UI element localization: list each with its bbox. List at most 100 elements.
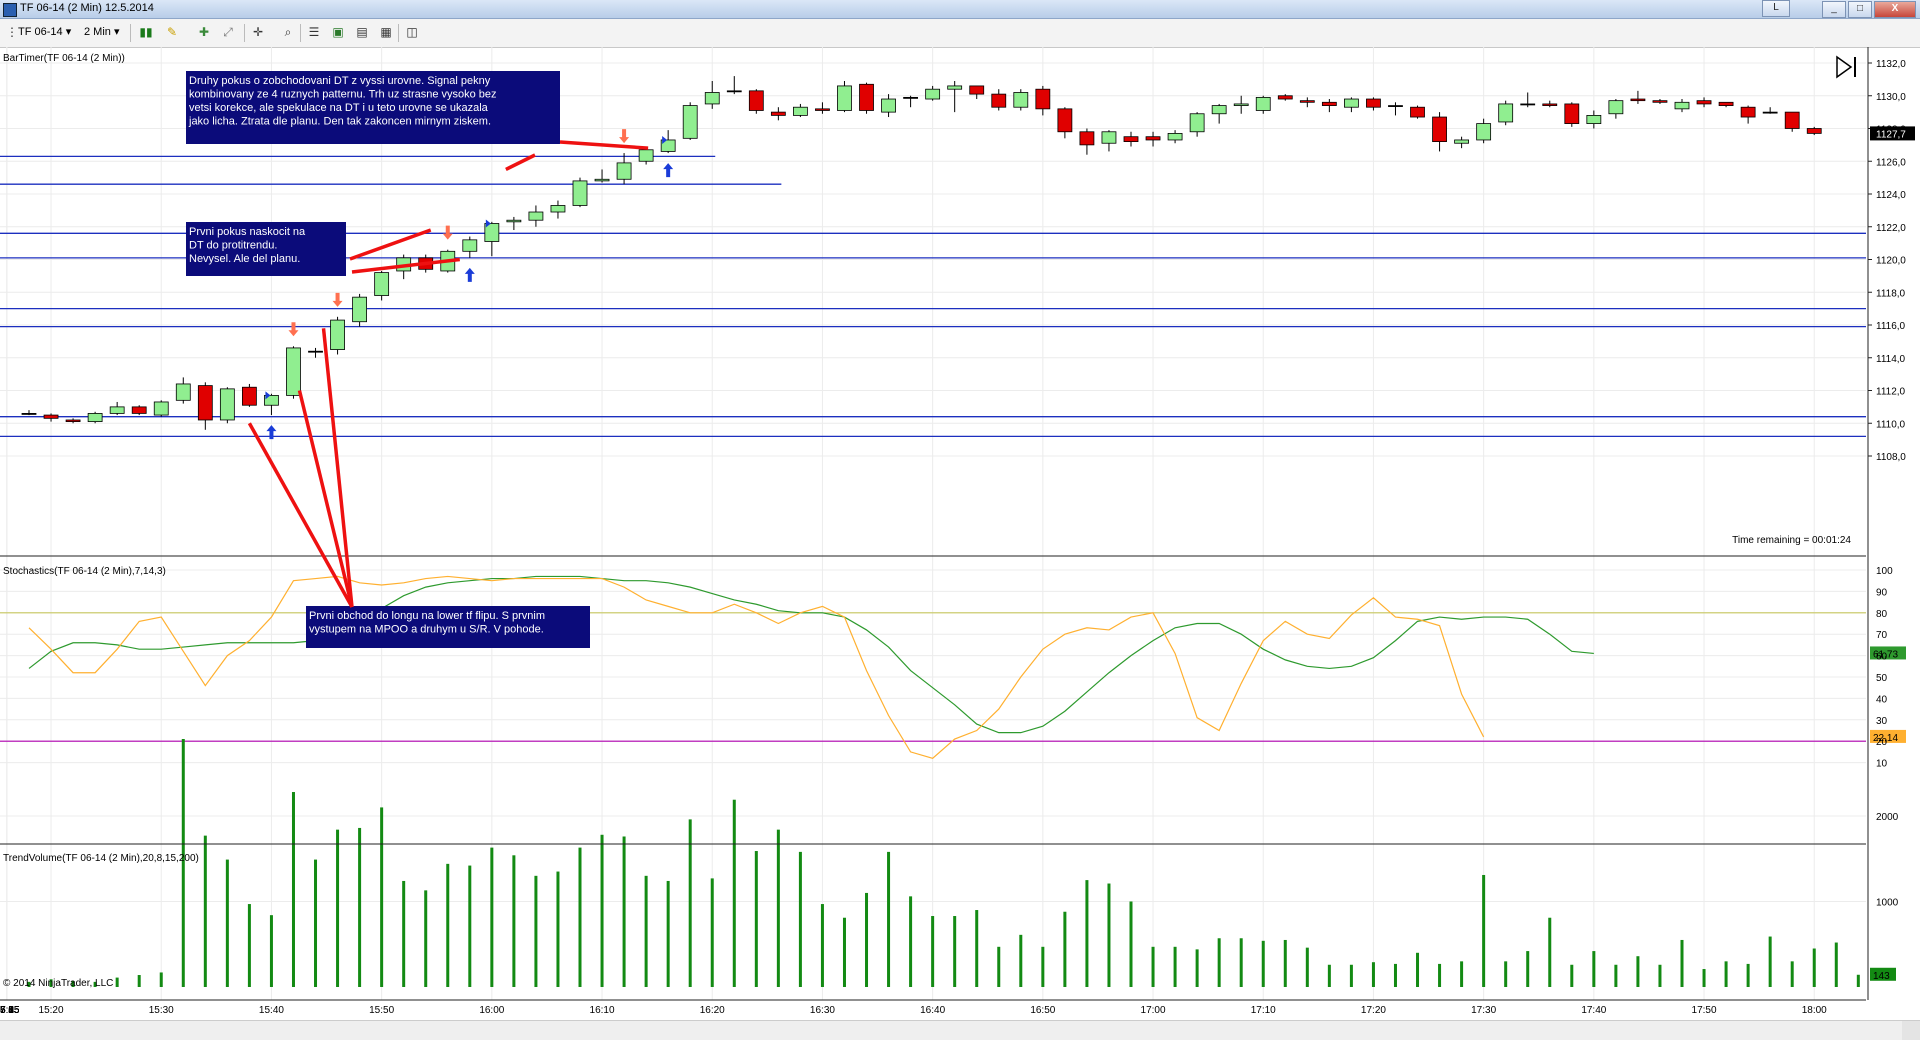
- volume-bar: [380, 807, 384, 987]
- candle-body: [837, 85, 852, 111]
- volume-bar: [1526, 951, 1530, 987]
- annotation-box: [306, 606, 590, 648]
- crosshair-icon[interactable]: ✛: [252, 25, 264, 39]
- candle-body: [286, 347, 301, 396]
- volume-bar: [27, 981, 31, 987]
- volume-bar: [1548, 917, 1552, 987]
- price-tick-label: 1124,0: [1876, 190, 1906, 201]
- x-tick-label: 16:55: [0, 1005, 20, 1016]
- candle-body: [1123, 136, 1139, 142]
- volume-bar: [688, 819, 692, 987]
- stoch-k-line: [28, 575, 1485, 759]
- data-box-icon[interactable]: ◫: [406, 25, 418, 39]
- candle-body: [1366, 98, 1381, 108]
- candle-body: [484, 223, 500, 242]
- volume-bar: [115, 977, 119, 987]
- chart-area[interactable]: 61,73 22,14 143 15:20 15:25 15:30 15:35 15:40…: [0, 47, 1920, 1020]
- annotation-text-line: jako licha. Ztrata dle planu. Den tak za…: [188, 116, 491, 128]
- volume-bar: [1702, 969, 1706, 987]
- volume-bar: [1438, 963, 1442, 987]
- volume-bar: [225, 859, 229, 987]
- candle-body: [1454, 139, 1469, 144]
- close-button[interactable]: X: [1874, 1, 1916, 18]
- volume-bar: [820, 904, 824, 987]
- volume-bar: [909, 896, 913, 987]
- volume-bar: [887, 851, 891, 987]
- price-tick-label: 1120,0: [1876, 256, 1906, 267]
- candle-body: [1718, 101, 1734, 106]
- volume-bar: [1856, 974, 1860, 987]
- volume-bar: [842, 917, 846, 987]
- candle-body: [991, 93, 1007, 108]
- candle-body: [43, 414, 59, 419]
- stoch-tick-label: 90: [1876, 587, 1888, 598]
- price-tick-label: 1126,0: [1876, 157, 1906, 168]
- x-tick-label: 16:30: [810, 1005, 835, 1016]
- next-bar-icon[interactable]: [1836, 55, 1856, 79]
- toolbar-separator: [398, 24, 399, 42]
- volume-tick-label: 1000: [1876, 897, 1899, 908]
- volume-bar: [1790, 961, 1794, 987]
- link-button[interactable]: L: [1762, 0, 1790, 17]
- zoom-icon[interactable]: ⌕: [284, 25, 292, 39]
- maximize-button[interactable]: □: [1848, 1, 1872, 18]
- stoch-value-label: 61,73: [1873, 649, 1898, 660]
- minimize-button[interactable]: _: [1822, 1, 1846, 18]
- volume-bar: [247, 904, 251, 987]
- chart-axes: 15:20 15:25 15:30 15:35 15:40 15:45 15:50 15:55…: [0, 47, 1915, 1016]
- candle-body: [969, 85, 985, 95]
- volume-bar: [1393, 963, 1397, 987]
- candle-body: [65, 419, 81, 423]
- volume-bar: [1349, 964, 1353, 987]
- x-tick-label: 16:45: [0, 1005, 20, 1016]
- volume-bar: [1592, 951, 1596, 987]
- volume-bar: [1327, 964, 1331, 987]
- candle-body: [1233, 103, 1249, 106]
- price-tick-label: 1132,0: [1876, 59, 1906, 70]
- strategy-icon[interactable]: ⤢: [223, 25, 233, 39]
- properties-icon[interactable]: ☰: [308, 25, 320, 39]
- add-indicator-icon[interactable]: ✚: [198, 25, 210, 39]
- pencil-icon[interactable]: ✎: [166, 25, 178, 39]
- volume-bar: [1460, 961, 1464, 987]
- time-remaining: Time remaining = 00:01:24: [1732, 535, 1851, 546]
- toolbar-separator: [130, 24, 131, 42]
- price-tick-label: 1110,0: [1876, 419, 1906, 430]
- sell-arrow-icon: [619, 129, 630, 144]
- volume-bar: [1063, 911, 1067, 987]
- candle-body: [881, 98, 896, 113]
- stoch-tick-label: 100: [1876, 566, 1893, 577]
- volume-bar: [600, 834, 604, 987]
- scroll-right-button[interactable]: [1902, 1021, 1920, 1040]
- candle-body: [1167, 133, 1183, 141]
- annotation-note: Prvni obchod do longu na lower tf flipu.…: [247, 328, 590, 648]
- candle-body: [352, 296, 368, 323]
- candle-body: [925, 88, 941, 100]
- x-tick-label: 15:40: [259, 1005, 284, 1016]
- x-tick-label: 17:35: [0, 1005, 20, 1016]
- interval-selector[interactable]: 2 Min ▾: [84, 26, 120, 38]
- x-tick-label: 15:45: [0, 1005, 20, 1016]
- candle-body: [1630, 98, 1646, 102]
- snapshot-icon[interactable]: ▤: [356, 25, 368, 39]
- annotation-text-line: vetsi korekce, ale spekulace na DT i u t…: [189, 102, 489, 114]
- annotation-text-line: DT do protitrendu.: [189, 240, 277, 252]
- stoch-tick-label: 20: [1876, 737, 1888, 748]
- volume-bar: [71, 981, 75, 987]
- candle-body: [1608, 100, 1624, 115]
- stoch-value-label: 22,14: [1873, 733, 1898, 744]
- candle-body: [462, 239, 478, 252]
- template-icon[interactable]: ▦: [380, 25, 392, 39]
- instrument-selector[interactable]: TF 06-14 ▾: [18, 26, 72, 38]
- volume-bar: [490, 847, 494, 987]
- candle-body: [374, 272, 390, 296]
- trade-signal-arrows: [265, 129, 674, 440]
- annotations: Druhy pokus o zobchodovani DT z vyssi ur…: [186, 71, 649, 648]
- volume-bar: [1195, 949, 1199, 987]
- candle-body: [947, 85, 963, 90]
- horizontal-scrollbar[interactable]: [0, 1020, 1920, 1040]
- x-tick-label: 15:50: [369, 1005, 394, 1016]
- chart-trader-icon[interactable]: ▣: [332, 25, 344, 39]
- volume-bar: [1768, 936, 1772, 987]
- bar-type-icon[interactable]: ▮▮: [139, 25, 153, 39]
